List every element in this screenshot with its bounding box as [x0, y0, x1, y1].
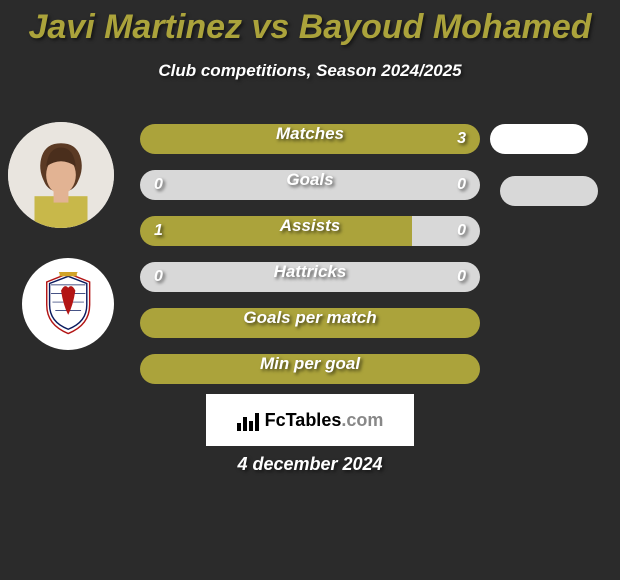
page-title: Javi Martinez vs Bayoud Mohamed: [0, 0, 620, 47]
stat-row-gpm: Goals per match: [140, 308, 480, 338]
stat-right: 0: [310, 170, 480, 200]
date-text: 4 december 2024: [0, 454, 620, 475]
stat-row-goals: 0 0 Goals: [140, 170, 480, 200]
player2-club-logo: [22, 258, 114, 350]
stat-row-mpg: Min per goal: [140, 354, 480, 384]
subtitle: Club competitions, Season 2024/2025: [0, 61, 620, 81]
stat-left: [140, 308, 310, 338]
stat-right: 0: [310, 262, 480, 292]
stat-right: [310, 354, 480, 384]
stat-left: 0: [140, 170, 310, 200]
stat-right: 3: [310, 124, 480, 154]
fctables-text: FcTables.com: [265, 410, 384, 431]
stat-row-assists: 1 0 Assists: [140, 216, 480, 246]
side-pill-1: [490, 124, 588, 154]
stat-left: [140, 124, 310, 154]
stat-left: 1: [140, 216, 412, 246]
fctables-badge: FcTables.com: [206, 394, 414, 446]
stat-row-hattricks: 0 0 Hattricks: [140, 262, 480, 292]
stat-left: 0: [140, 262, 310, 292]
stat-row-matches: 3 Matches: [140, 124, 480, 154]
side-pill-2: [500, 176, 598, 206]
fctables-icon: [237, 409, 259, 431]
stat-left: [140, 354, 310, 384]
stats-panel: 3 Matches 0 0 Goals 1 0 Assists 0 0 Hatt…: [140, 124, 480, 400]
stat-right: 0: [412, 216, 480, 246]
stat-right: [310, 308, 480, 338]
player1-avatar: [8, 122, 114, 228]
